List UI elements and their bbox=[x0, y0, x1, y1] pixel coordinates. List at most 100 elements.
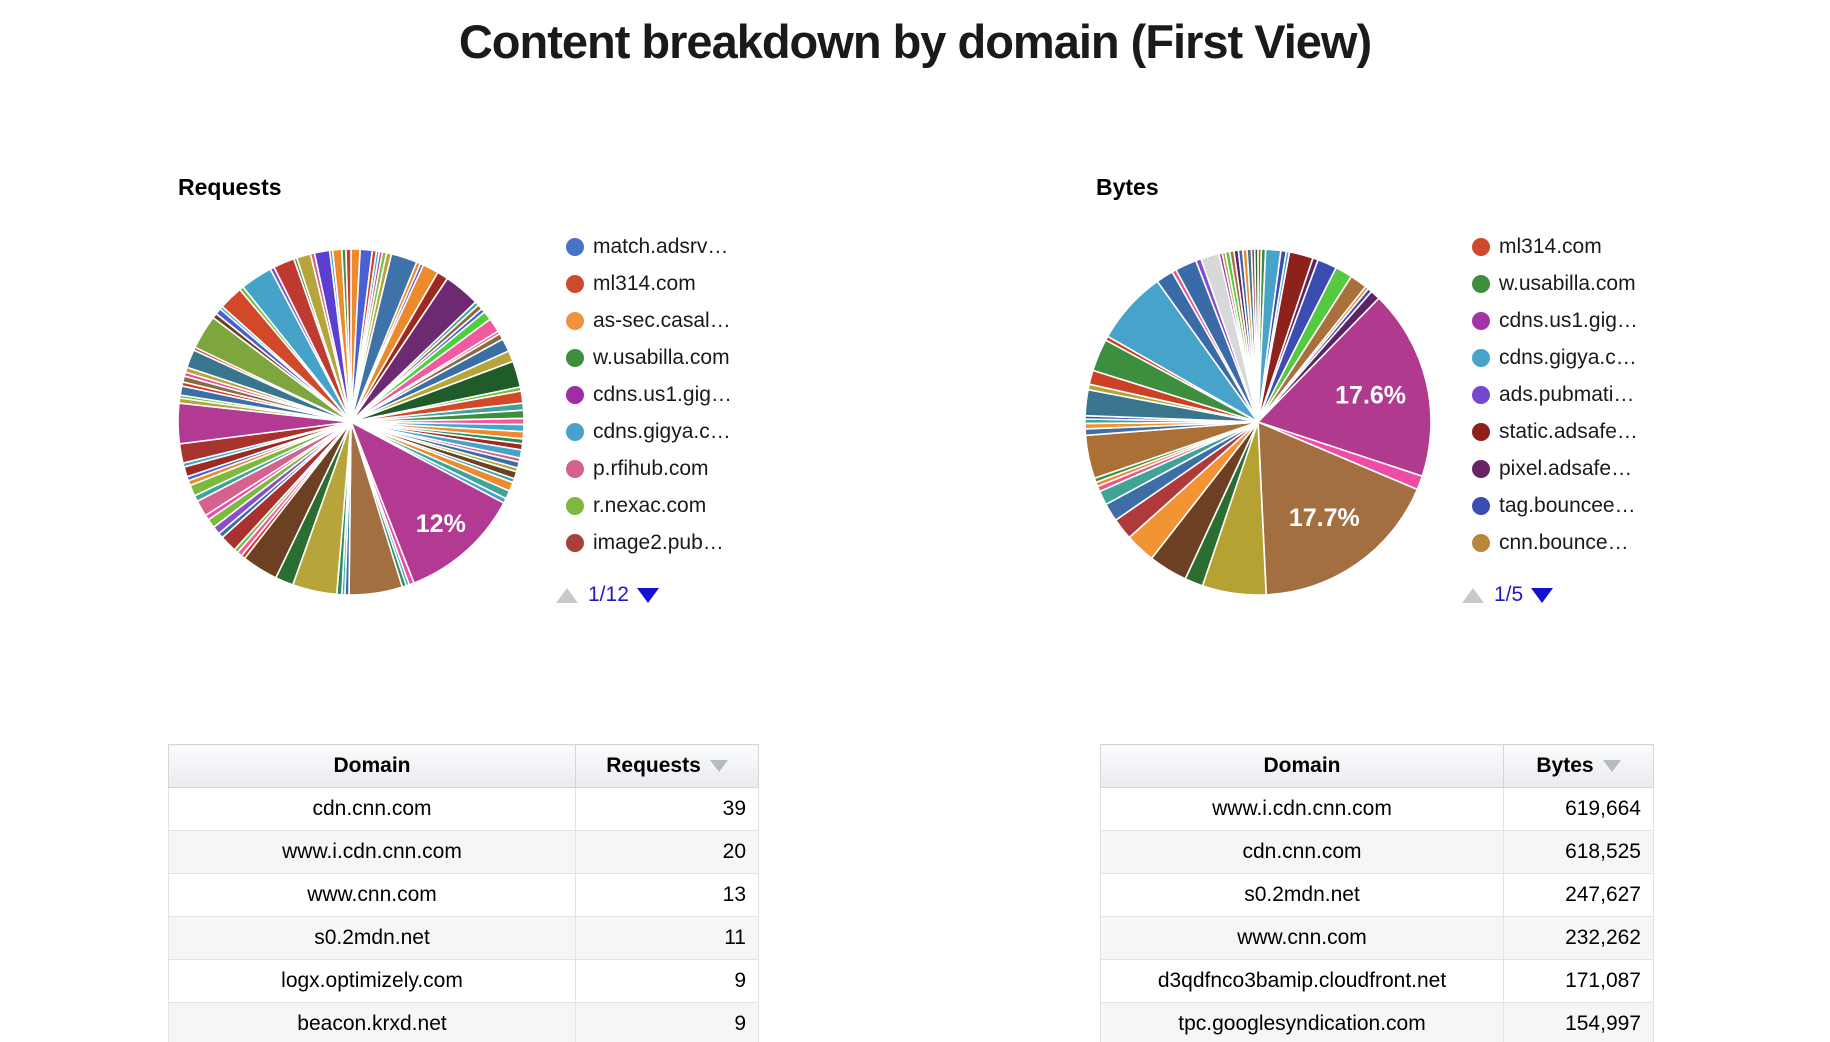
pie-percent-label: 17.7% bbox=[1289, 504, 1360, 532]
legend-item-label: match.adsrv… bbox=[593, 234, 729, 258]
requests-pie-chart[interactable]: 12% bbox=[166, 237, 536, 607]
legend-item-label: as-sec.casal… bbox=[593, 308, 731, 332]
column-header-domain[interactable]: Domain bbox=[1100, 744, 1504, 788]
pie-slice[interactable] bbox=[1253, 248, 1259, 423]
legend-next-icon[interactable] bbox=[636, 587, 659, 603]
value-cell: 171,087 bbox=[1503, 959, 1654, 1003]
column-header-requests[interactable]: Requests bbox=[575, 744, 759, 788]
legend-item[interactable]: static.adsafe… bbox=[1472, 413, 1638, 450]
domain-cell: s0.2mdn.net bbox=[168, 916, 576, 960]
value-cell: 154,997 bbox=[1503, 1002, 1654, 1042]
pie-percent-label: 17.6% bbox=[1335, 382, 1406, 410]
value-cell: 618,525 bbox=[1503, 830, 1654, 874]
domain-cell: www.cnn.com bbox=[1100, 916, 1504, 960]
requests-legend: match.adsrv… ml314.com as-sec.casal… w.usab… bbox=[566, 228, 732, 561]
column-header-bytes[interactable]: Bytes bbox=[1503, 744, 1654, 788]
bytes-legend-pagination: 1/5 bbox=[1462, 582, 1554, 608]
legend-color-dot-icon bbox=[566, 385, 584, 404]
pie-slice[interactable] bbox=[345, 248, 352, 423]
domain-cell: www.cnn.com bbox=[168, 873, 576, 917]
domain-cell: cdn.cnn.com bbox=[1100, 830, 1504, 874]
legend-item[interactable]: match.adsrv… bbox=[566, 228, 732, 265]
legend-item[interactable]: image2.pub… bbox=[566, 524, 732, 561]
legend-color-dot-icon bbox=[566, 311, 584, 330]
legend-prev-icon[interactable] bbox=[1462, 587, 1484, 603]
legend-color-dot-icon bbox=[1472, 348, 1490, 367]
table-row: s0.2mdn.net 247,627 bbox=[1100, 873, 1654, 917]
legend-item[interactable]: r.nexac.com bbox=[566, 487, 732, 524]
legend-page-indicator: 1/5 bbox=[1494, 583, 1524, 606]
legend-item[interactable]: ads.pubmati… bbox=[1472, 376, 1638, 413]
table-row: www.cnn.com 13 bbox=[168, 873, 759, 917]
legend-item-label: cdns.gigya.c… bbox=[1499, 345, 1637, 369]
value-cell: 247,627 bbox=[1503, 873, 1654, 917]
legend-color-dot-icon bbox=[566, 496, 584, 515]
legend-item-label: r.nexac.com bbox=[593, 493, 707, 517]
domain-cell: beacon.krxd.net bbox=[168, 1002, 576, 1042]
value-cell: 619,664 bbox=[1503, 787, 1654, 831]
requests-table: Domain Requests cdn.cnn.com 39 www.i.cdn.c… bbox=[168, 744, 759, 1042]
legend-item-label: static.adsafe… bbox=[1499, 419, 1638, 443]
requests-legend-pagination: 1/12 bbox=[556, 582, 659, 608]
legend-item[interactable]: ml314.com bbox=[566, 265, 732, 302]
legend-item[interactable]: cdns.gigya.c… bbox=[566, 413, 732, 450]
legend-item-label: ml314.com bbox=[1499, 234, 1602, 258]
value-cell: 11 bbox=[575, 916, 759, 960]
sort-desc-icon[interactable] bbox=[1602, 760, 1621, 773]
table-row: cdn.cnn.com 39 bbox=[168, 787, 759, 831]
legend-prev-icon[interactable] bbox=[556, 587, 578, 603]
pie-slice[interactable] bbox=[1256, 297, 1432, 478]
legend-item[interactable]: ml314.com bbox=[1472, 228, 1638, 265]
column-header-domain[interactable]: Domain bbox=[168, 744, 576, 788]
pie-slice[interactable] bbox=[349, 420, 505, 585]
table-row: d3qdfnco3bamip.cloudfront.net 171,087 bbox=[1100, 959, 1654, 1003]
table-row: www.i.cdn.cnn.com 619,664 bbox=[1100, 787, 1654, 831]
table-row: cdn.cnn.com 618,525 bbox=[1100, 830, 1654, 874]
legend-color-dot-icon bbox=[1472, 274, 1490, 293]
legend-item[interactable]: p.rfihub.com bbox=[566, 450, 732, 487]
legend-item[interactable]: tag.bouncee… bbox=[1472, 487, 1638, 524]
legend-item[interactable]: cdns.us1.gig… bbox=[566, 376, 732, 413]
table-row: logx.optimizely.com 9 bbox=[168, 959, 759, 1003]
bytes-pie-chart[interactable]: 17.6% 17.7% bbox=[1073, 237, 1443, 607]
legend-item-label: p.rfihub.com bbox=[593, 456, 709, 480]
table-row: tpc.googlesyndication.com 154,997 bbox=[1100, 1002, 1654, 1042]
legend-item-label: pixel.adsafe… bbox=[1499, 456, 1633, 480]
legend-color-dot-icon bbox=[566, 348, 584, 367]
domain-cell: d3qdfnco3bamip.cloudfront.net bbox=[1100, 959, 1504, 1003]
legend-item[interactable]: cnn.bounce… bbox=[1472, 524, 1638, 561]
value-cell: 13 bbox=[575, 873, 759, 917]
bytes-legend: ml314.com w.usabilla.com cdns.us1.gig… cdns… bbox=[1472, 228, 1638, 561]
table-row: www.i.cdn.cnn.com 20 bbox=[168, 830, 759, 874]
legend-color-dot-icon bbox=[1472, 459, 1490, 478]
page-title: Content breakdown by domain (First View) bbox=[458, 15, 1372, 68]
value-cell: 9 bbox=[575, 1002, 759, 1042]
domain-cell: cdn.cnn.com bbox=[168, 787, 576, 831]
legend-item-label: ml314.com bbox=[593, 271, 696, 295]
domain-cell: tpc.googlesyndication.com bbox=[1100, 1002, 1504, 1042]
legend-color-dot-icon bbox=[1472, 496, 1490, 515]
table-row: www.cnn.com 232,262 bbox=[1100, 916, 1654, 960]
legend-color-dot-icon bbox=[566, 422, 584, 441]
table-row: s0.2mdn.net 11 bbox=[168, 916, 759, 960]
legend-next-icon[interactable] bbox=[1531, 587, 1554, 603]
legend-page-indicator: 1/12 bbox=[588, 583, 629, 606]
legend-item[interactable]: w.usabilla.com bbox=[1472, 265, 1638, 302]
legend-item[interactable]: as-sec.casal… bbox=[566, 302, 732, 339]
pie-slice[interactable] bbox=[1257, 420, 1419, 596]
requests-chart-title: Requests bbox=[178, 174, 282, 200]
sort-desc-icon[interactable] bbox=[709, 760, 728, 773]
bytes-table: Domain Bytes www.i.cdn.cnn.com 619,664 cdn… bbox=[1100, 744, 1654, 1042]
legend-item[interactable]: pixel.adsafe… bbox=[1472, 450, 1638, 487]
legend-item-label: cnn.bounce… bbox=[1499, 530, 1629, 554]
legend-color-dot-icon bbox=[566, 237, 584, 256]
bytes-chart-title: Bytes bbox=[1096, 174, 1159, 200]
domain-cell: www.i.cdn.cnn.com bbox=[168, 830, 576, 874]
legend-item[interactable]: cdns.gigya.c… bbox=[1472, 339, 1638, 376]
legend-item[interactable]: cdns.us1.gig… bbox=[1472, 302, 1638, 339]
domain-cell: s0.2mdn.net bbox=[1100, 873, 1504, 917]
value-cell: 39 bbox=[575, 787, 759, 831]
domain-cell: www.i.cdn.cnn.com bbox=[1100, 787, 1504, 831]
legend-item[interactable]: w.usabilla.com bbox=[566, 339, 732, 376]
